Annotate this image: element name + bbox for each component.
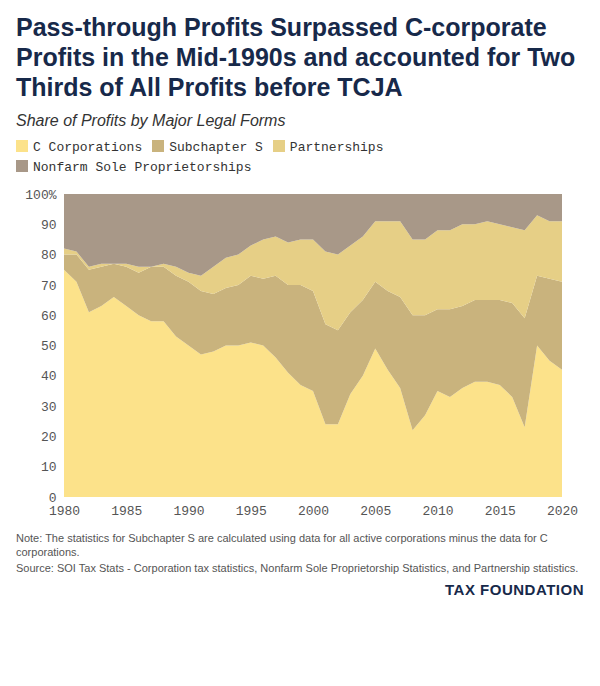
svg-text:2000: 2000 — [298, 504, 329, 519]
html-text:Note: The statistics for Subch: Note: The statistics for Subchapter S ar… — [16, 532, 548, 558]
html-text:TAX FOUNDATION: TAX FOUNDATION — [445, 581, 584, 598]
html-text:Share of Profits by Major Lega: Share of Profits by Major Legal Forms — [16, 112, 286, 129]
svg-text:2015: 2015 — [485, 504, 516, 519]
svg-text:20: 20 — [41, 430, 57, 445]
svg-text:2010: 2010 — [422, 504, 453, 519]
html-text:Source: SOI Tax Stats - Corpor: Source: SOI Tax Stats - Corporation tax … — [16, 562, 579, 574]
svg-text:100%: 100% — [25, 188, 56, 203]
svg-text:50: 50 — [41, 339, 57, 354]
svg-text:10: 10 — [41, 460, 57, 475]
svg-text:2020: 2020 — [547, 504, 578, 519]
svg-text:1990: 1990 — [173, 504, 204, 519]
svg-text:40: 40 — [41, 369, 57, 384]
html-text:Partnerships: Partnerships — [289, 140, 384, 155]
svg-text:2005: 2005 — [360, 504, 391, 519]
svg-text:70: 70 — [41, 279, 57, 294]
html-text:C Corporations: C Corporations — [33, 140, 143, 155]
svg-text:0: 0 — [48, 490, 57, 506]
svg-text:1980: 1980 — [49, 504, 80, 519]
svg-text:90: 90 — [41, 218, 57, 233]
html-text:Pass-through Profits Surpassed: Pass-through Profits Surpassed C-corpora… — [16, 13, 576, 101]
html-text:Subchapter S: Subchapter S — [169, 140, 263, 155]
svg-text:1985: 1985 — [111, 504, 142, 519]
svg-text:30: 30 — [41, 400, 57, 415]
svg-text:1995: 1995 — [236, 504, 267, 519]
svg-text:80: 80 — [41, 248, 57, 263]
svg-text:60: 60 — [41, 309, 57, 324]
html-text:Nonfarm Sole Proprietorships: Nonfarm Sole Proprietorships — [33, 160, 252, 175]
